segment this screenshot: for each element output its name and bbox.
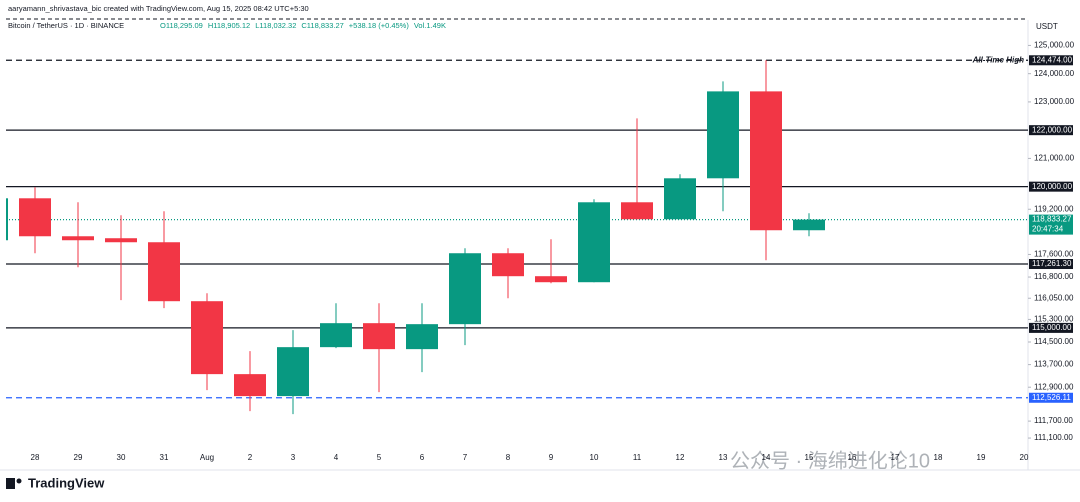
level-note: All-Time High bbox=[972, 55, 1025, 64]
x-tick-label: 3 bbox=[291, 453, 296, 462]
level-label: 124,474.00 bbox=[1032, 55, 1073, 64]
level-box bbox=[1029, 322, 1073, 333]
x-tick-label: 5 bbox=[377, 453, 382, 462]
x-tick-label: 4 bbox=[334, 453, 339, 462]
level-label: 112,526.11 bbox=[1032, 393, 1071, 402]
x-tick-label: 15 bbox=[805, 453, 814, 462]
candle-body bbox=[492, 253, 524, 277]
candle-body bbox=[664, 178, 696, 220]
candle-body bbox=[320, 323, 352, 348]
x-tick-label: 14 bbox=[762, 453, 771, 462]
candle-body bbox=[19, 198, 51, 237]
ohlc-value: Vol.1.49K bbox=[414, 21, 446, 30]
level-box bbox=[1029, 181, 1073, 192]
candle-body bbox=[750, 91, 782, 231]
watermark: 公众号 · 海绵进化论10 bbox=[730, 449, 930, 472]
unit: USDT bbox=[1036, 22, 1058, 31]
x-tick-label: 29 bbox=[74, 453, 83, 462]
y-tick-label: 124,000.00 bbox=[1034, 69, 1075, 78]
level-box bbox=[1029, 392, 1073, 403]
candle-body bbox=[449, 253, 481, 325]
candle-body bbox=[105, 238, 137, 243]
candle-body bbox=[535, 276, 567, 283]
attribution: aaryamann_shrivastava_bic created with T… bbox=[8, 4, 309, 13]
countdown: 20:47:34 bbox=[1032, 225, 1064, 234]
level-box bbox=[1029, 259, 1073, 270]
candle-body bbox=[234, 374, 266, 397]
x-tick-label: 6 bbox=[420, 453, 425, 462]
level-box bbox=[1029, 55, 1073, 66]
level-label: 117,261.30 bbox=[1032, 259, 1072, 268]
x-tick-label: 19 bbox=[977, 453, 986, 462]
candle-body bbox=[191, 301, 223, 375]
x-tick-label: 30 bbox=[117, 453, 126, 462]
x-tick-label: 13 bbox=[719, 453, 728, 462]
x-tick-label: Aug bbox=[200, 453, 214, 462]
y-tick-label: 116,050.00 bbox=[1034, 293, 1074, 302]
level-label: 118,833.27 bbox=[1032, 215, 1072, 224]
x-tick-label: 16 bbox=[848, 453, 857, 462]
y-tick-label: 125,000.00 bbox=[1034, 41, 1075, 50]
y-tick-label: 123,000.00 bbox=[1034, 97, 1075, 106]
candles bbox=[6, 60, 825, 415]
candle-body bbox=[363, 323, 395, 350]
x-tick-label: 11 bbox=[633, 453, 642, 462]
x-tick-label: 18 bbox=[934, 453, 943, 462]
y-tick-label: 119,200.00 bbox=[1034, 204, 1074, 213]
candle-body bbox=[578, 202, 610, 283]
candle-body bbox=[793, 219, 825, 231]
level-box bbox=[1029, 214, 1073, 235]
x-tick-label: 9 bbox=[549, 453, 554, 462]
candle-body bbox=[621, 202, 653, 220]
ohlc-value: +538.18 (+0.45%) bbox=[349, 21, 410, 30]
x-tick-label: 20 bbox=[1020, 453, 1029, 462]
y-tick-label: 116,800.00 bbox=[1034, 272, 1074, 281]
ohlc-value: C118,833.27 bbox=[301, 21, 343, 30]
logo: TradingView bbox=[6, 475, 105, 490]
symbol: Bitcoin / TetherUS · 1D · BINANCE bbox=[8, 21, 124, 30]
brand: TradingView bbox=[28, 475, 105, 490]
ohlc-value: O118,295.09 bbox=[160, 21, 203, 30]
ohlc-legend: O118,295.09 H118,905.12 L118,032.32 C118,83… bbox=[160, 21, 446, 30]
candle-body bbox=[6, 198, 8, 241]
x-tick-label: 12 bbox=[676, 453, 685, 462]
level-label: 120,000.00 bbox=[1032, 182, 1073, 191]
y-tick-label: 115,300.00 bbox=[1034, 315, 1074, 324]
x-tick-label: 28 bbox=[31, 453, 40, 462]
x-tick-label: 17 bbox=[891, 453, 900, 462]
y-tick-label: 117,600.00 bbox=[1034, 250, 1074, 259]
x-tick-label: 31 bbox=[160, 453, 169, 462]
x-tick-label: 10 bbox=[590, 453, 599, 462]
y-tick-label: 112,900.00 bbox=[1034, 382, 1074, 391]
ohlc-value: H118,905.12 bbox=[208, 21, 250, 30]
y-tick-label: 114,500.00 bbox=[1034, 337, 1074, 346]
level-box bbox=[1029, 125, 1073, 136]
x-tick-label: 2 bbox=[248, 453, 253, 462]
y-tick-label: 113,700.00 bbox=[1034, 360, 1074, 369]
candle-body bbox=[62, 236, 94, 241]
y-tick-label: 121,000.00 bbox=[1034, 154, 1075, 163]
y-tick-label: 111,100.00 bbox=[1034, 433, 1073, 442]
level-label: 115,000.00 bbox=[1032, 323, 1072, 332]
level-label: 122,000.00 bbox=[1032, 125, 1073, 134]
x-tick-label: 8 bbox=[506, 453, 511, 462]
x-tick-label: 7 bbox=[463, 453, 468, 462]
y-tick-label: 111,700.00 bbox=[1034, 416, 1073, 425]
candle-body bbox=[707, 91, 739, 179]
ohlc-value: L118,032.32 bbox=[255, 21, 296, 30]
logo-mark bbox=[6, 478, 15, 489]
candle-body bbox=[277, 347, 309, 397]
logo-dot bbox=[16, 478, 22, 484]
candle-body bbox=[406, 324, 438, 350]
candle-body bbox=[148, 242, 180, 302]
